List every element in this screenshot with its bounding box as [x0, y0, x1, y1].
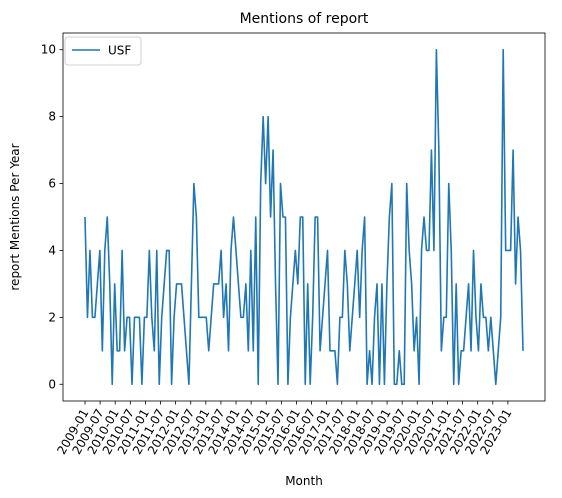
y-tick-label: 4: [48, 243, 56, 257]
y-axis-title: report Mentions Per Year: [8, 143, 22, 290]
x-axis-title: Month: [285, 474, 323, 488]
chart-title: Mentions of report: [240, 11, 369, 27]
x-axis: 2009-012009-072010-012010-072011-012011-…: [54, 401, 514, 457]
y-tick-label: 6: [48, 177, 56, 191]
y-axis: 0 2 4 6 8 10: [41, 43, 63, 391]
legend-label: USF: [108, 44, 131, 58]
plot-frame: [62, 32, 546, 402]
series-line-usf: [84, 48, 524, 386]
legend: USF: [64, 36, 142, 66]
legend-box: [64, 36, 142, 66]
y-tick-label: 8: [48, 110, 56, 124]
plot-area: [84, 48, 524, 386]
y-tick-label: 0: [48, 377, 56, 391]
y-tick-label: 2: [48, 310, 56, 324]
y-tick-label: 10: [41, 43, 56, 57]
